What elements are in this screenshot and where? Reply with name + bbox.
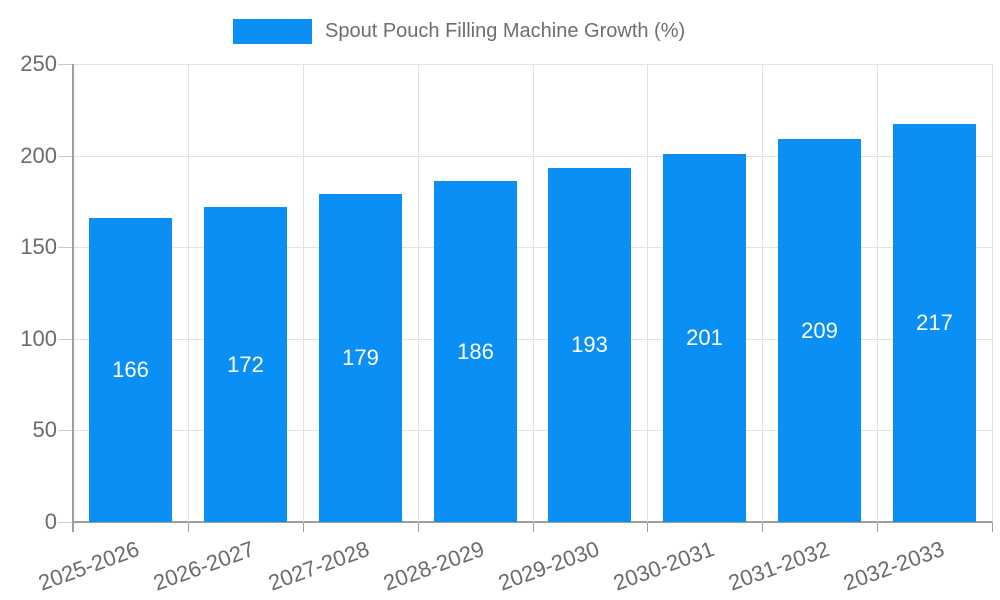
gridline-y-250 [73, 64, 992, 65]
x-axis-category-label: 2029-2030 [494, 536, 603, 596]
gridline-x-boundary-6 [762, 64, 763, 522]
x-axis-category-label: 2028-2029 [379, 536, 488, 596]
x-axis-category-label: 2031-2032 [724, 536, 833, 596]
gridline-x-boundary-4 [533, 64, 534, 522]
x-tick-5 [647, 522, 648, 532]
y-axis-tick-label: 0 [44, 509, 57, 534]
y-axis-tick-label: 100 [20, 325, 57, 351]
y-axis-tick-label: 200 [20, 142, 57, 168]
y-tick-250 [58, 64, 73, 65]
x-tick-6 [762, 522, 763, 532]
y-axis-tick-label: 250 [20, 51, 57, 76]
x-axis-category-label: 2027-2028 [264, 536, 373, 596]
y-tick-100 [58, 338, 73, 340]
x-tick-2 [303, 522, 304, 532]
bar-2030-2031[interactable] [663, 154, 746, 522]
x-axis-category-label: 2030-2031 [609, 536, 718, 596]
bar-2031-2032[interactable] [778, 139, 861, 522]
x-tick-8 [992, 522, 993, 532]
gridline-x-boundary-8 [992, 64, 993, 522]
x-tick-7 [877, 522, 878, 532]
x-axis-category-label: 2026-2027 [149, 536, 258, 596]
bar-2029-2030[interactable] [548, 168, 631, 522]
y-tick-50 [58, 430, 73, 432]
x-axis-category-label: 2025-2026 [34, 536, 143, 596]
y-axis-line [72, 64, 74, 532]
y-tick-0 [58, 522, 73, 523]
x-tick-1 [188, 522, 189, 532]
y-axis-tick-label: 50 [32, 417, 57, 443]
legend-color-swatch [233, 19, 312, 44]
chart-legend: Spout Pouch Filling Machine Growth (%) [233, 19, 685, 44]
bar-2026-2027[interactable] [204, 207, 287, 522]
gridline-x-boundary-7 [877, 64, 878, 522]
gridline-x-boundary-2 [303, 64, 304, 522]
bar-2028-2029[interactable] [434, 181, 517, 522]
y-axis-tick-label: 150 [20, 234, 57, 260]
bar-2032-2033[interactable] [893, 124, 976, 522]
gridline-x-boundary-3 [418, 64, 419, 522]
gridline-y-200 [73, 155, 992, 157]
bar-2027-2028[interactable] [319, 194, 402, 522]
legend-label: Spout Pouch Filling Machine Growth (%) [325, 20, 686, 42]
gridline-y-100 [73, 338, 992, 340]
gridline-x-boundary-1 [188, 64, 189, 522]
bar-2025-2026[interactable] [89, 218, 172, 522]
y-tick-200 [58, 155, 73, 157]
gridline-y-50 [73, 430, 992, 432]
x-tick-3 [418, 522, 419, 532]
y-tick-150 [58, 247, 73, 249]
gridline-x-boundary-5 [647, 64, 648, 522]
x-axis-category-label: 2032-2033 [839, 536, 948, 596]
gridline-y-150 [73, 247, 992, 249]
x-tick-4 [533, 522, 534, 532]
